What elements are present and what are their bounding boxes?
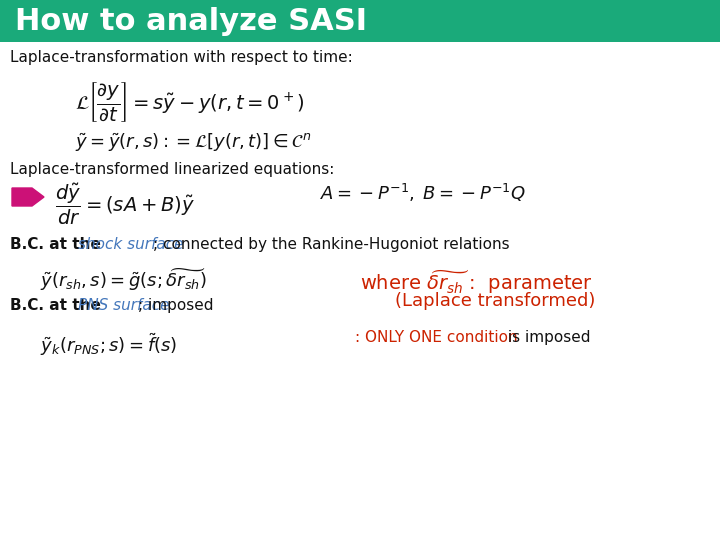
Text: Laplace-transformed linearized equations:: Laplace-transformed linearized equations… [10,162,334,177]
Text: shock surface: shock surface [78,237,184,252]
FancyArrow shape [12,188,44,206]
Text: ; connected by the Rankine-Hugoniot relations: ; connected by the Rankine-Hugoniot rela… [153,237,510,252]
FancyBboxPatch shape [0,0,720,42]
Text: $\tilde{y} = \tilde{y}(r,s) := \mathcal{L}[y(r,t)] \in \mathcal{C}^n$: $\tilde{y} = \tilde{y}(r,s) := \mathcal{… [75,132,311,154]
Text: B.C. at the: B.C. at the [10,298,106,313]
Text: : ONLY ONE condition: : ONLY ONE condition [355,330,518,345]
Text: where $\widetilde{\delta r_{sh}}$ :  parameter: where $\widetilde{\delta r_{sh}}$ : para… [360,268,593,296]
Text: PNS surface: PNS surface [78,298,169,313]
Text: Laplace-transformation with respect to time:: Laplace-transformation with respect to t… [10,50,353,65]
Text: ; imposed: ; imposed [138,298,214,313]
Text: B.C. at the: B.C. at the [10,237,106,252]
Text: $A = -P^{-1},\; B = -P^{-1}Q$: $A = -P^{-1},\; B = -P^{-1}Q$ [320,182,526,204]
Text: $\tilde{y}_k(r_{PNS}; s) = \tilde{f}(s)$: $\tilde{y}_k(r_{PNS}; s) = \tilde{f}(s)$ [40,332,177,359]
Text: (Laplace transformed): (Laplace transformed) [395,292,595,310]
Text: $\mathcal{L}\left[\dfrac{\partial y}{\partial t}\right] = s\tilde{y} - y(r, t=0^: $\mathcal{L}\left[\dfrac{\partial y}{\pa… [75,80,305,124]
Text: $\tilde{y}(r_{sh}, s) = \tilde{g}(s;\widetilde{\delta r_{sh}})$: $\tilde{y}(r_{sh}, s) = \tilde{g}(s;\wid… [40,266,207,293]
Text: $\dfrac{d\tilde{y}}{dr} = (sA + B)\tilde{y}$: $\dfrac{d\tilde{y}}{dr} = (sA + B)\tilde… [55,182,195,227]
Text: is imposed: is imposed [503,330,590,345]
Text: How to analyze SASI: How to analyze SASI [15,6,367,36]
